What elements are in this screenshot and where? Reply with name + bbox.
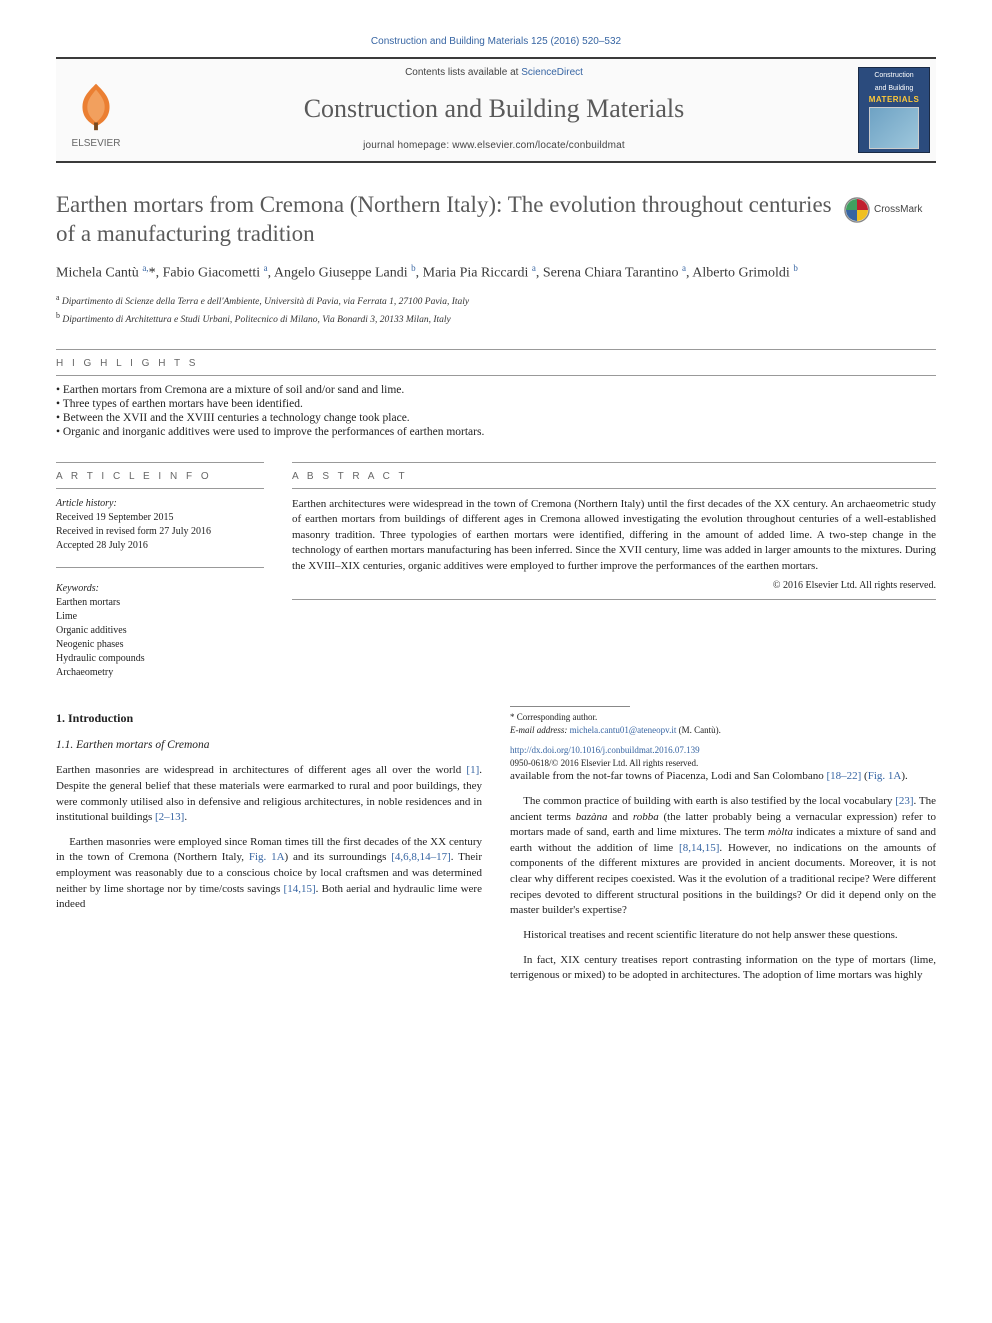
highlight-item: Earthen mortars from Cremona are a mixtu…: [56, 384, 936, 396]
cover-line2: and Building: [873, 81, 916, 94]
journal-homepage-line: journal homepage: www.elsevier.com/locat…: [140, 140, 848, 151]
body-paragraph: Earthen masonries were employed since Ro…: [56, 835, 482, 913]
sciencedirect-link[interactable]: ScienceDirect: [521, 67, 583, 78]
email-author-paren: (M. Cantù).: [679, 725, 721, 735]
crossmark-badge[interactable]: CrossMark: [844, 191, 936, 223]
accepted-date: Accepted 28 July 2016: [56, 539, 264, 553]
body-paragraph: In fact, XIX century treatises report co…: [510, 953, 936, 984]
highlight-item: Between the XVII and the XVIII centuries…: [56, 412, 936, 424]
journal-header: ELSEVIER Contents lists available at Sci…: [56, 57, 936, 163]
contents-available-line: Contents lists available at ScienceDirec…: [140, 67, 848, 78]
rule: [56, 567, 264, 568]
doi-link[interactable]: http://dx.doi.org/10.1016/j.conbuildmat.…: [510, 745, 700, 755]
body-paragraph: Earthen masonries are widespread in arch…: [56, 763, 482, 825]
keyword: Hydraulic compounds: [56, 652, 264, 666]
section-heading-1: 1. Introduction: [56, 710, 482, 727]
rule: [56, 462, 264, 463]
doi-block: http://dx.doi.org/10.1016/j.conbuildmat.…: [510, 744, 936, 769]
issn-copyright: 0950-0618/© 2016 Elsevier Ltd. All right…: [510, 758, 698, 768]
revised-date: Received in revised form 27 July 2016: [56, 525, 264, 539]
highlight-item: Organic and inorganic additives were use…: [56, 426, 936, 438]
cover-image-placeholder: [869, 107, 919, 149]
highlight-item: Three types of earthen mortars have been…: [56, 398, 936, 410]
keyword: Organic additives: [56, 624, 264, 638]
body-paragraph: available from the not-far towns of Piac…: [510, 769, 936, 785]
journal-name: Construction and Building Materials: [140, 94, 848, 124]
rule: [56, 375, 936, 376]
keyword: Earthen mortars: [56, 596, 264, 610]
crossmark-label: CrossMark: [874, 204, 922, 215]
body-two-column: 1. Introduction 1.1. Earthen mortars of …: [56, 706, 936, 984]
keyword: Lime: [56, 610, 264, 624]
corresponding-email-link[interactable]: michela.cantu01@ateneopv.it: [570, 725, 677, 735]
rule: [292, 599, 936, 600]
article-info-heading: A R T I C L E I N F O: [56, 471, 264, 482]
keywords-head: Keywords:: [56, 582, 264, 596]
publisher-logo: ELSEVIER: [56, 59, 136, 161]
journal-cover-thumbnail: Construction and Building MATERIALS: [858, 67, 930, 153]
cover-line1: Construction: [872, 68, 915, 81]
cover-line3: MATERIALS: [869, 95, 920, 104]
crossmark-icon: [844, 197, 870, 223]
highlights-list: Earthen mortars from Cremona are a mixtu…: [56, 384, 936, 438]
section-heading-1-1: 1.1. Earthen mortars of Cremona: [56, 737, 482, 753]
affiliation-list: a Dipartimento di Scienze della Terra e …: [56, 292, 936, 327]
abstract-copyright: © 2016 Elsevier Ltd. All rights reserved…: [292, 580, 936, 591]
journal-homepage-url[interactable]: www.elsevier.com/locate/conbuildmat: [452, 140, 625, 151]
keyword: Neogenic phases: [56, 638, 264, 652]
corresponding-author-note: * Corresponding author. E-mail address: …: [510, 711, 936, 736]
article-title: Earthen mortars from Cremona (Northern I…: [56, 191, 844, 249]
article-history-head: Article history:: [56, 497, 264, 511]
publisher-name: ELSEVIER: [72, 138, 121, 149]
footnote-separator: [510, 706, 630, 707]
body-paragraph: Historical treatises and recent scientif…: [510, 928, 936, 944]
affiliation-b: b Dipartimento di Architettura e Studi U…: [56, 310, 936, 327]
rule: [56, 488, 264, 489]
abstract-heading: A B S T R A C T: [292, 471, 936, 482]
rule: [56, 349, 936, 350]
article-info-block: Article history: Received 19 September 2…: [56, 497, 264, 680]
rule: [292, 488, 936, 489]
email-label: E-mail address:: [510, 725, 570, 735]
keyword: Archaeometry: [56, 666, 264, 680]
abstract-text: Earthen architectures were widespread in…: [292, 497, 936, 574]
affiliation-a: a Dipartimento di Scienze della Terra e …: [56, 292, 936, 309]
corresp-label: * Corresponding author.: [510, 711, 936, 724]
body-paragraph: The common practice of building with ear…: [510, 794, 936, 919]
running-citation: Construction and Building Materials 125 …: [56, 36, 936, 47]
received-date: Received 19 September 2015: [56, 511, 264, 525]
rule: [292, 462, 936, 463]
author-list: Michela Cantù a,*, Fabio Giacometti a, A…: [56, 262, 936, 284]
highlights-heading: H I G H L I G H T S: [56, 358, 936, 369]
elsevier-tree-icon: [67, 78, 125, 136]
